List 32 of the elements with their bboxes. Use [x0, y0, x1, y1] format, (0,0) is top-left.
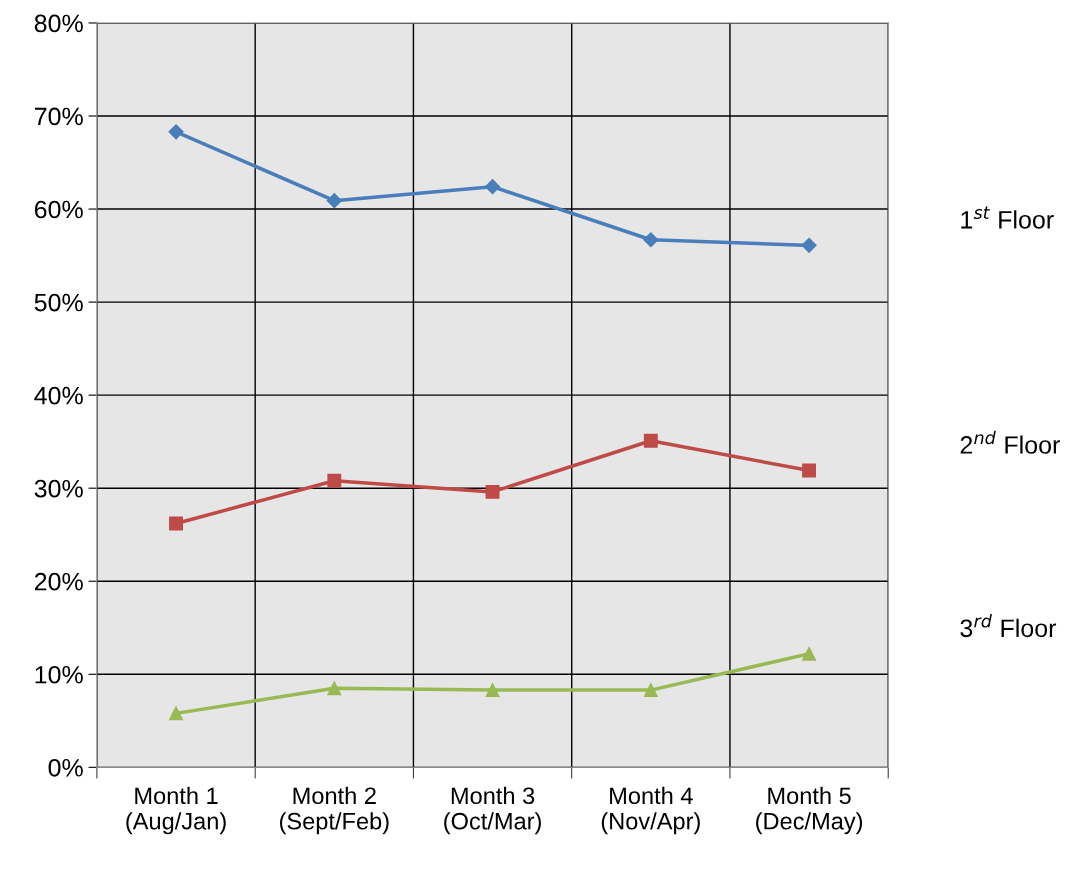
- x-tick-label: Month 2 (Sept/Feb): [280, 786, 389, 835]
- x-tick-label: Month 1 (Aug/Jan): [126, 786, 226, 835]
- text: 3$^{rd}$ Floor: [960, 614, 1057, 638]
- point: [484, 179, 501, 195]
- point: [643, 232, 659, 248]
- y-tick-label: 30%: [34, 479, 83, 498]
- y-tick-label: 50%: [34, 293, 83, 312]
- point: [327, 473, 342, 488]
- point: [801, 237, 817, 253]
- text: 1$^{st}$ Floor: [961, 206, 1054, 229]
- x-tick-label: Month 4 (Nov/Apr): [601, 786, 700, 835]
- x-tick-label: Month 5 (Dec/May): [756, 786, 863, 835]
- point: [169, 516, 183, 531]
- y-tick-label: 20%: [34, 572, 83, 591]
- y-tick-label: 40%: [34, 386, 83, 405]
- point: [327, 681, 342, 696]
- point: [169, 706, 183, 721]
- point: [485, 683, 500, 698]
- point: [168, 124, 184, 140]
- point: [643, 433, 658, 448]
- text: 2$^{nd}$ Floor: [960, 430, 1060, 454]
- point: [485, 484, 500, 499]
- y-tick-label: 60%: [34, 200, 83, 219]
- y-tick-label: 0%: [48, 758, 83, 777]
- y-tick-label: 10%: [35, 665, 83, 684]
- point: [643, 683, 658, 698]
- y-tick-label: 80%: [34, 14, 83, 33]
- point: [326, 193, 342, 209]
- y-tick-label: 70%: [34, 107, 83, 126]
- x-tick-label: Month 3 (Oct/Mar): [444, 786, 541, 835]
- point: [802, 463, 817, 478]
- point: [802, 646, 817, 661]
